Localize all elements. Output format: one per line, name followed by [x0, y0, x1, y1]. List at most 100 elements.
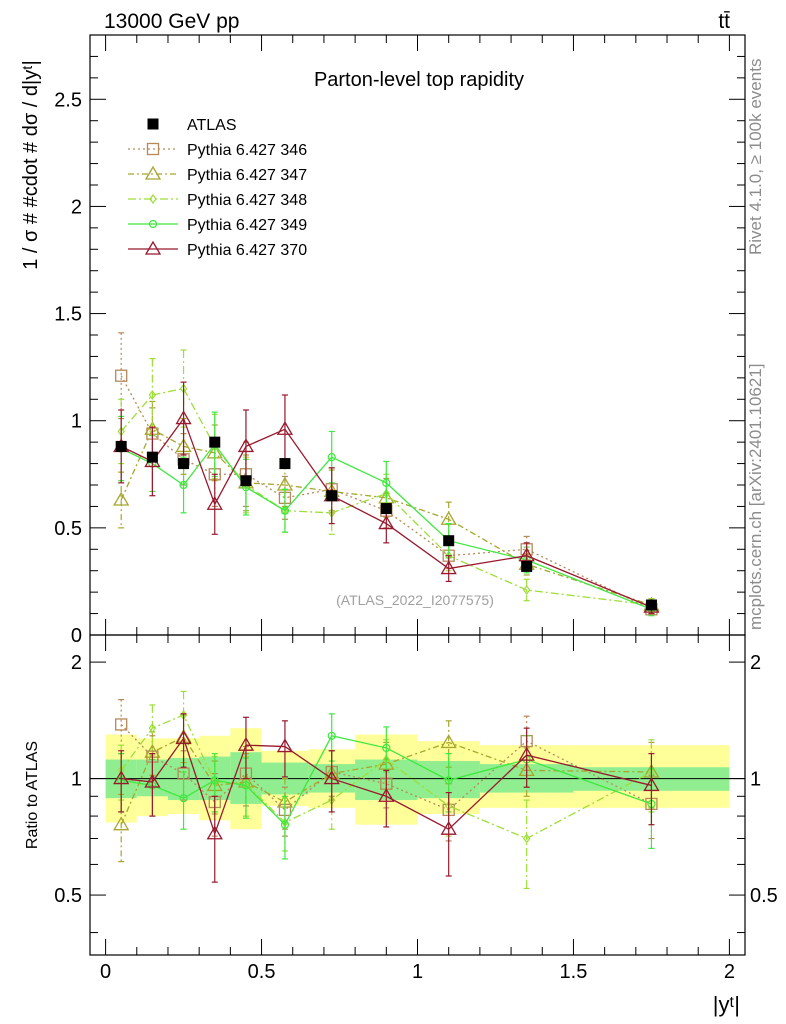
legend-marker — [146, 142, 160, 156]
main-point — [237, 438, 255, 453]
main-y-tick-label: 0.5 — [54, 518, 82, 540]
main-line — [120, 375, 652, 610]
legend-label: ATLAS — [187, 117, 237, 134]
legend-entry: Pythia 6.427 346 — [128, 142, 307, 159]
legend-marker — [144, 165, 162, 180]
main-point — [179, 480, 188, 490]
legend-label: Pythia 6.427 346 — [187, 142, 307, 159]
mcplots-reference-label: mcplots.cern.ch [arXiv:2401.10621] — [746, 364, 765, 630]
ratio-line — [120, 724, 652, 811]
main-line — [120, 428, 652, 606]
ratio-point — [440, 734, 457, 749]
ratio-panel-series — [113, 690, 660, 890]
axis-tick-labels: 0 0.5 1 1.5 2 2.5 0.5 0.5 1 1 2 2 0 0.5 1 1.5 2 — [54, 89, 778, 983]
main-point — [240, 475, 252, 487]
main-point — [115, 369, 128, 382]
main-point — [276, 420, 294, 435]
ratio-point — [382, 743, 391, 753]
legend-marker — [148, 219, 158, 229]
ratio-point — [276, 738, 294, 753]
analysis-watermark: (ATLAS_2022_I2077575) — [336, 592, 494, 608]
ratio-point — [327, 731, 336, 740]
ratio-point — [280, 820, 290, 829]
ratio-y-tick-label: 0.5 — [54, 885, 82, 907]
x-tick-label: 0 — [100, 961, 111, 983]
main-point — [380, 503, 392, 515]
ratio-point — [378, 787, 395, 802]
x-tick-label: 2 — [724, 961, 735, 983]
energy-label: 13000 GeV pp — [104, 10, 239, 33]
main-series-ATLAS — [115, 436, 657, 611]
ratio-line — [120, 736, 652, 825]
main-point — [178, 458, 190, 470]
ratio-point — [144, 773, 161, 788]
main-panel-series — [113, 332, 660, 617]
x-tick-label: 1 — [412, 961, 423, 983]
legend-label: Pythia 6.427 348 — [187, 192, 307, 209]
ratio-y-axis-label: Ratio to ATLAS — [24, 741, 41, 849]
ratio-point — [179, 794, 188, 803]
main-point — [443, 535, 455, 547]
main-point — [327, 453, 336, 462]
main-point — [280, 506, 290, 515]
main-y-tick-label: 2 — [71, 196, 82, 218]
ratio-point — [323, 770, 340, 785]
ratio-point — [237, 736, 255, 751]
main-point — [279, 458, 291, 470]
main-point — [378, 515, 395, 530]
ratio-point — [210, 776, 219, 785]
legend-label: Pythia 6.427 347 — [187, 167, 307, 184]
ratio-y-tick-label: 2 — [71, 652, 82, 674]
main-point — [645, 599, 657, 611]
legend-entry: Pythia 6.427 370 — [128, 240, 307, 259]
ratio-point — [241, 781, 251, 790]
main-point — [326, 490, 338, 502]
main-y-tick-label: 1.5 — [54, 304, 82, 326]
ratio-y-tick-label-right: 1 — [750, 769, 761, 791]
main-point — [115, 440, 127, 452]
legend: ATLAS Pythia 6.427 346 Pythia 6.427 347 Pyt… — [128, 117, 307, 259]
axis-ticks — [90, 34, 745, 955]
x-tick-label: 1.5 — [560, 961, 588, 983]
ratio-point — [148, 723, 157, 734]
chart-title: Parton-level top rapidity — [314, 69, 524, 91]
legend-label: Pythia 6.427 370 — [187, 242, 307, 259]
x-axis-label: |yᵗ| — [713, 992, 740, 1017]
ratio-point — [440, 820, 457, 835]
rivet-version-label: Rivet 4.1.0, ≥ 100k events — [746, 59, 765, 255]
ratio-y-tick-label: 1 — [71, 769, 82, 791]
legend-marker — [149, 194, 157, 204]
main-y-tick-label: 1 — [71, 411, 82, 433]
ratio-point — [522, 833, 531, 844]
ratio-y-tick-label-right: 0.5 — [750, 885, 778, 907]
main-point — [518, 547, 535, 562]
ratio-point — [113, 816, 130, 831]
main-point — [148, 390, 157, 400]
legend-entry: ATLAS — [147, 117, 237, 134]
ratio-series-370 — [113, 713, 660, 883]
process-label: tt̄ — [718, 10, 730, 33]
legend-entry: Pythia 6.427 349 — [128, 217, 307, 234]
x-tick-label: 0.5 — [248, 961, 276, 983]
ratio-point — [175, 730, 192, 745]
ratio-point — [206, 825, 223, 840]
main-point — [113, 491, 130, 506]
main-point — [209, 436, 221, 448]
main-point — [382, 478, 391, 487]
main-point — [522, 585, 531, 595]
main-point — [146, 451, 158, 463]
legend-entry: Pythia 6.427 347 — [128, 165, 307, 184]
main-y-tick-label: 2.5 — [54, 89, 82, 111]
ratio-point — [115, 718, 128, 731]
ratio-point — [518, 746, 535, 761]
ratio-y-tick-label-right: 2 — [750, 652, 761, 674]
legend-label: Pythia 6.427 349 — [187, 217, 307, 234]
ratio-point — [643, 777, 660, 792]
legend-marker — [147, 118, 159, 130]
main-y-tick-label: 0 — [71, 625, 82, 647]
main-point — [440, 560, 457, 575]
ratio-point — [113, 770, 130, 785]
legend-entry: Pythia 6.427 348 — [128, 192, 307, 209]
ratio-point — [444, 776, 453, 785]
